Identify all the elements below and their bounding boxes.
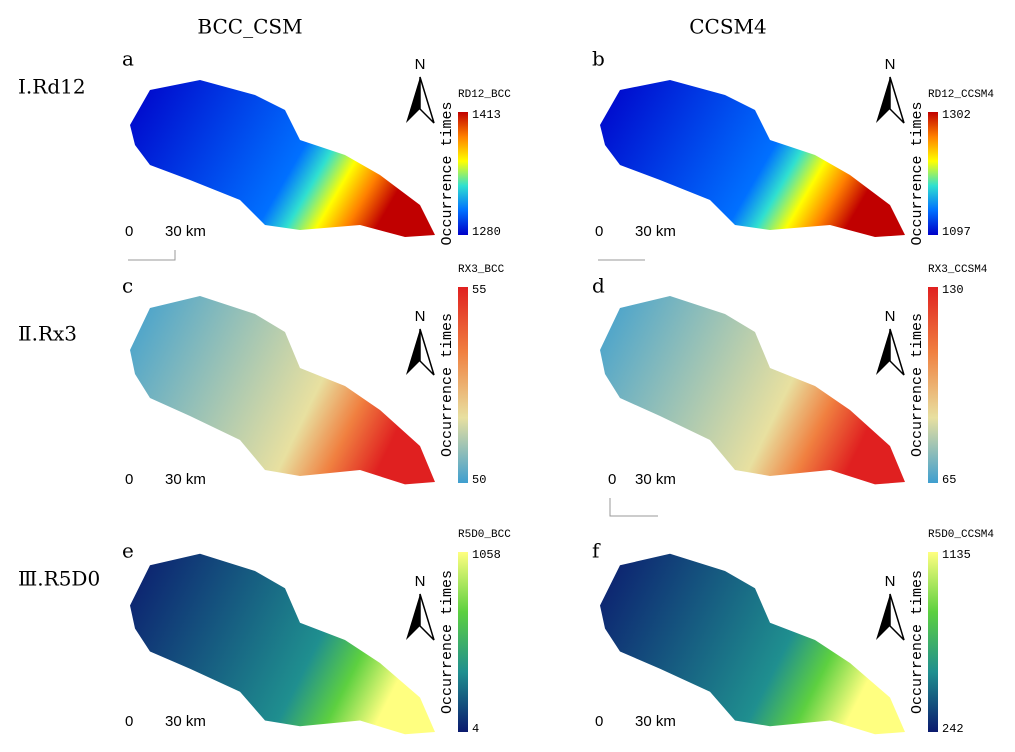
scale-km: 30 km: [165, 223, 206, 240]
north-arrow: [889, 593, 905, 641]
map-region: [600, 296, 905, 485]
row-label: Ⅰ.Rd12: [18, 75, 86, 99]
north-arrow: [876, 594, 890, 640]
scale-km: 30 km: [635, 223, 676, 240]
scale-zero: 0: [595, 713, 603, 730]
colorbar-max: 1413: [472, 108, 501, 122]
north-arrow: [419, 76, 435, 124]
colorbar-max: 55: [472, 283, 486, 297]
scale-km: 30 km: [635, 471, 676, 488]
colorbar-max: 130: [942, 283, 964, 297]
scale-zero: 0: [608, 471, 616, 488]
column-header: BCC_CSM: [197, 15, 302, 39]
colorbar: [458, 552, 468, 732]
scale-zero: 0: [125, 713, 133, 730]
north-arrow: [889, 328, 905, 376]
colorbar-label: Occurrence times: [909, 101, 926, 245]
north-label: N: [415, 56, 426, 73]
panel-letter: b: [592, 47, 605, 71]
scale-zero: 0: [125, 223, 133, 240]
colorbar-label: Occurrence times: [439, 313, 456, 457]
north-arrow: [406, 77, 420, 123]
row-label: Ⅱ.Rx3: [18, 322, 77, 346]
colorbar-min: 1280: [472, 225, 501, 239]
colorbar: [928, 112, 938, 235]
scale-bar: [128, 250, 176, 261]
colorbar-min: 242: [942, 722, 964, 736]
map-region: [130, 553, 435, 735]
panel-letter: d: [592, 274, 605, 298]
colorbar-label: Occurrence times: [439, 570, 456, 714]
north-label: N: [885, 308, 896, 325]
legend-title: RX3_CCSM4: [928, 264, 988, 276]
north-arrow: [406, 594, 420, 640]
colorbar-label: Occurrence times: [439, 101, 456, 245]
legend-title: RX3_BCC: [458, 264, 505, 276]
north-arrow: [876, 77, 890, 123]
panel-letter: c: [122, 274, 133, 298]
colorbar-min: 65: [942, 473, 956, 487]
north-arrow: [406, 329, 420, 375]
colorbar-max: 1135: [942, 548, 971, 562]
colorbar-min: 4: [472, 722, 479, 736]
scale-zero: 0: [595, 223, 603, 240]
scale-km: 30 km: [165, 471, 206, 488]
colorbar: [928, 552, 938, 732]
colorbar: [458, 287, 468, 483]
panel-letter: a: [122, 47, 134, 71]
map-region: [600, 553, 905, 735]
map-region: [130, 296, 435, 485]
colorbar-label: Occurrence times: [909, 570, 926, 714]
scale-zero: 0: [125, 471, 133, 488]
north-label: N: [885, 56, 896, 73]
north-label: N: [415, 573, 426, 590]
colorbar: [458, 112, 468, 235]
scale-bar: [609, 498, 658, 517]
north-arrow: [889, 76, 905, 124]
map-region: [600, 80, 905, 237]
colorbar-min: 50: [472, 473, 486, 487]
colorbar-label: Occurrence times: [909, 313, 926, 457]
legend-title: RD12_BCC: [458, 89, 511, 101]
colorbar-max: 1302: [942, 108, 971, 122]
legend-title: RD12_CCSM4: [928, 89, 994, 101]
column-header: CCSM4: [689, 15, 767, 39]
panel-letter: e: [122, 539, 134, 563]
row-label: Ⅲ.R5D0: [18, 567, 100, 591]
panel-letter: f: [592, 539, 601, 563]
colorbar-min: 1097: [942, 225, 971, 239]
map-region: [130, 80, 435, 237]
legend-title: R5D0_CCSM4: [928, 529, 994, 541]
colorbar: [928, 287, 938, 483]
legend-title: R5D0_BCC: [458, 529, 511, 541]
scale-km: 30 km: [635, 713, 676, 730]
north-label: N: [885, 573, 896, 590]
scale-km: 30 km: [165, 713, 206, 730]
north-arrow: [419, 328, 435, 376]
colorbar-max: 1058: [472, 548, 501, 562]
north-arrow: [876, 329, 890, 375]
north-label: N: [415, 308, 426, 325]
north-arrow: [419, 593, 435, 641]
